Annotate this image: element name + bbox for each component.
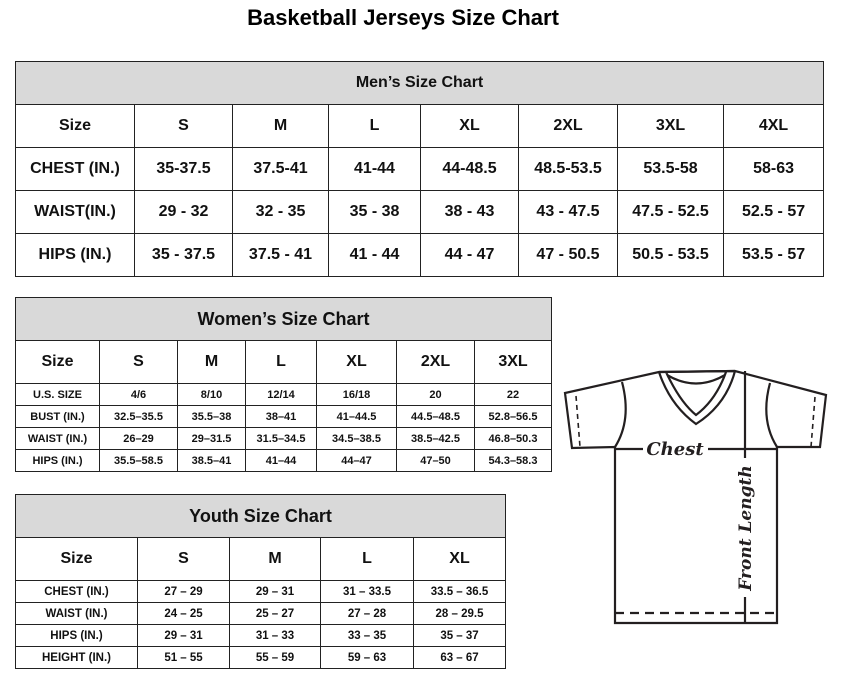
header-row: Size S M L XL 2XL 3XL 4XL	[15, 104, 825, 148]
table-cell: 44-48.5	[420, 147, 519, 191]
column-header: 2XL	[396, 340, 475, 384]
table-row: HIPS (IN.) 35.5–58.5 38.5–41 41–44 44–47 47–5…	[15, 449, 553, 472]
table-row: U.S. SIZE 4/6 8/10 12/14 16/18 20 22	[15, 383, 553, 406]
front-length-label: Front Length	[736, 465, 756, 591]
table-cell: 29–31.5	[177, 427, 246, 450]
column-header: M	[229, 537, 321, 581]
table-cell: 47 - 50.5	[518, 233, 618, 277]
table-cell: 63 – 67	[412, 646, 507, 669]
table-row: WAIST(IN.) 29 - 32 32 - 35 35 - 38 38 - 43 43…	[15, 190, 825, 234]
column-header: L	[320, 537, 414, 581]
column-header: 2XL	[518, 104, 618, 148]
table-cell: 47–50	[396, 449, 475, 472]
table-cell: 28 – 29.5	[412, 602, 507, 625]
table-cell: 53.5 - 57	[722, 233, 825, 277]
row-label: WAIST(IN.)	[15, 190, 135, 234]
mens-size-table: Men’s Size Chart Size S M L XL 2XL 3XL 4XL CHEST …	[14, 61, 825, 277]
table-cell: 44.5–48.5	[396, 405, 475, 428]
table-cell: 32 - 35	[232, 190, 329, 234]
table-cell: 58-63	[722, 147, 825, 191]
column-header: S	[134, 104, 233, 148]
table-cell: 59 – 63	[320, 646, 414, 669]
row-label: HIPS (IN.)	[15, 233, 135, 277]
column-header: Size	[15, 340, 100, 384]
table-cell: 26–29	[99, 427, 178, 450]
page-title: Basketball Jerseys Size Chart	[247, 5, 559, 30]
table-cell: 37.5 - 41	[232, 233, 329, 277]
shirt-outline	[563, 369, 828, 625]
table-cell: 48.5-53.5	[518, 147, 618, 191]
table-cell: 35 - 37.5	[134, 233, 233, 277]
column-header: L	[328, 104, 421, 148]
table-cell: 33.5 – 36.5	[412, 580, 507, 603]
table-cell: 34.5–38.5	[316, 427, 397, 450]
table-cell: 46.8–50.3	[473, 427, 553, 450]
table-cell: 24 – 25	[137, 602, 230, 625]
table-cell: 52.5 - 57	[722, 190, 825, 234]
column-header: S	[137, 537, 230, 581]
header-row: Size S M L XL	[15, 537, 507, 581]
table-cell: 38.5–41	[177, 449, 246, 472]
table-cell: 51 – 55	[137, 646, 230, 669]
table-row: WAIST (IN.) 24 – 25 25 – 27 27 – 28 28 – 29.…	[15, 602, 507, 625]
table-row: WAIST (IN.) 26–29 29–31.5 31.5–34.5 34.5–38.…	[15, 427, 553, 450]
column-header: M	[232, 104, 329, 148]
youth-size-table: Youth Size Chart Size S M L XL CHEST (IN.) 27 –…	[14, 494, 507, 669]
header-row: Size S M L XL 2XL 3XL	[15, 340, 553, 384]
table-cell: 35.5–38	[177, 405, 246, 428]
table-cell: 27 – 29	[137, 580, 230, 603]
table-row: HIPS (IN.) 35 - 37.5 37.5 - 41 41 - 44 44 - …	[15, 233, 825, 277]
men-table-title: Men’s Size Chart	[14, 61, 825, 105]
column-header: XL	[420, 104, 519, 148]
table-cell: 55 – 59	[229, 646, 321, 669]
womens-size-table: Women’s Size Chart Size S M L XL 2XL 3XL U.S. SI…	[14, 297, 553, 472]
table-cell: 31 – 33	[229, 624, 321, 647]
row-label: CHEST (IN.)	[15, 147, 135, 191]
right-sleeve-seam	[765, 382, 778, 448]
table-cell: 54.3–58.3	[473, 449, 553, 472]
table-cell: 41 - 44	[328, 233, 421, 277]
table-cell: 43 - 47.5	[518, 190, 618, 234]
column-header: Size	[15, 537, 138, 581]
table-row: CHEST (IN.) 27 – 29 29 – 31 31 – 33.5 33.5 –…	[15, 580, 507, 603]
table-cell: 29 – 31	[137, 624, 230, 647]
youth-table-title: Youth Size Chart	[14, 494, 507, 538]
table-cell: 41–44	[245, 449, 317, 472]
table-cell: 52.8–56.5	[473, 405, 553, 428]
table-cell: 33 – 35	[320, 624, 414, 647]
table-cell: 38 - 43	[420, 190, 519, 234]
table-row: CHEST (IN.) 35-37.5 37.5-41 41-44 44-48.5 48.…	[15, 147, 825, 191]
column-header: L	[245, 340, 317, 384]
table-cell: 53.5-58	[617, 147, 724, 191]
column-header: 3XL	[617, 104, 724, 148]
left-sleeve-seam	[614, 381, 627, 448]
row-label: BUST (IN.)	[15, 405, 100, 428]
row-label: HIPS (IN.)	[15, 449, 100, 472]
column-header: XL	[412, 537, 507, 581]
row-label: HEIGHT (IN.)	[15, 646, 138, 669]
table-cell: 41-44	[328, 147, 421, 191]
table-row: HEIGHT (IN.) 51 – 55 55 – 59 59 – 63 63 – 67	[15, 646, 507, 669]
table-cell: 25 – 27	[229, 602, 321, 625]
chest-label: Chest	[646, 439, 704, 460]
table-row: BUST (IN.) 32.5–35.5 35.5–38 38–41 41–44.5 44…	[15, 405, 553, 428]
collar	[657, 369, 737, 426]
table-cell: 35 - 38	[328, 190, 421, 234]
